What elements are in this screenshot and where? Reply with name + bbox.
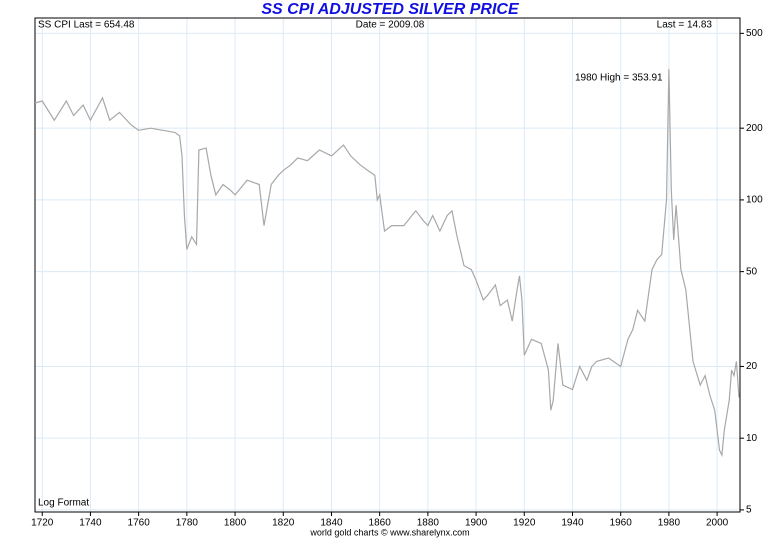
y-tick-label: 20: [746, 361, 758, 372]
x-tick-label: 1880: [417, 518, 440, 529]
x-tick-label: 1760: [128, 518, 151, 529]
x-tick-label: 1900: [465, 518, 488, 529]
footer: world gold charts © www.sharelynx.com: [309, 527, 469, 537]
high-annotation: 1980 High = 353.91: [575, 73, 663, 84]
x-tick-label: 1720: [31, 518, 54, 529]
x-tick-label: 2000: [706, 518, 729, 529]
x-tick-label: 1840: [320, 518, 343, 529]
y-tick-label: 10: [746, 433, 758, 444]
y-tick-label: 50: [746, 266, 758, 277]
x-tick-label: 1780: [176, 518, 199, 529]
y-tick-label: 5: [746, 505, 752, 516]
x-tick-label: 1960: [610, 518, 633, 529]
y-tick-label: 100: [746, 195, 763, 206]
x-tick-label: 1920: [513, 518, 536, 529]
x-tick-label: 1740: [79, 518, 102, 529]
x-tick-label: 1800: [224, 518, 247, 529]
price-line: [34, 69, 740, 458]
y-tick-label: 500: [746, 28, 763, 39]
chart-title: SS CPI ADJUSTED SILVER PRICE: [261, 1, 520, 18]
header-left: SS CPI Last = 654.48: [38, 20, 135, 31]
plot-frame: [34, 17, 741, 513]
header-right: Last = 14.83: [657, 20, 713, 31]
x-tick-label: 1860: [369, 518, 392, 529]
x-tick-label: 1980: [658, 518, 681, 529]
y-tick-label: 200: [746, 123, 763, 134]
x-tick-label: 1940: [561, 518, 584, 529]
scale-note: Log Format: [38, 498, 89, 509]
x-tick-label: 1820: [272, 518, 295, 529]
header-center: Date = 2009.08: [356, 20, 425, 31]
